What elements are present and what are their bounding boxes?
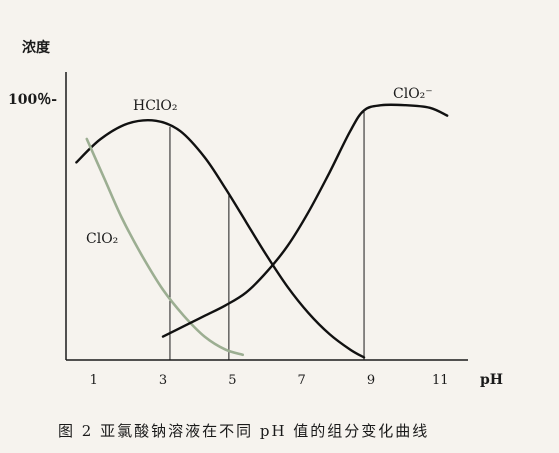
series-line-hclo2 (75, 119, 366, 359)
x-axis-label: pH (480, 372, 503, 388)
x-tick-label-3: 3 (159, 373, 167, 388)
series-label-hclo2: HClO₂ (133, 98, 178, 114)
x-tick-label-5: 5 (228, 373, 236, 388)
x-tick-label-11: 11 (432, 373, 449, 388)
figure-caption: 图 2 亚氯酸钠溶液在不同 pH 值的组分变化曲线 (58, 422, 429, 440)
y-tick-label-100: 100％- (8, 92, 57, 108)
x-tick-label-9: 9 (367, 373, 375, 388)
x-tick-label-7: 7 (298, 373, 306, 388)
x-tick-label-1: 1 (90, 373, 98, 388)
series-line-clo2-minus (161, 103, 449, 338)
series-line-clo2 (85, 137, 244, 357)
y-axis-label: 浓度 (22, 39, 51, 56)
series-label-clo2: ClO₂ (86, 231, 118, 247)
series-label-clo2-minus: ClO₂⁻ (393, 86, 433, 102)
